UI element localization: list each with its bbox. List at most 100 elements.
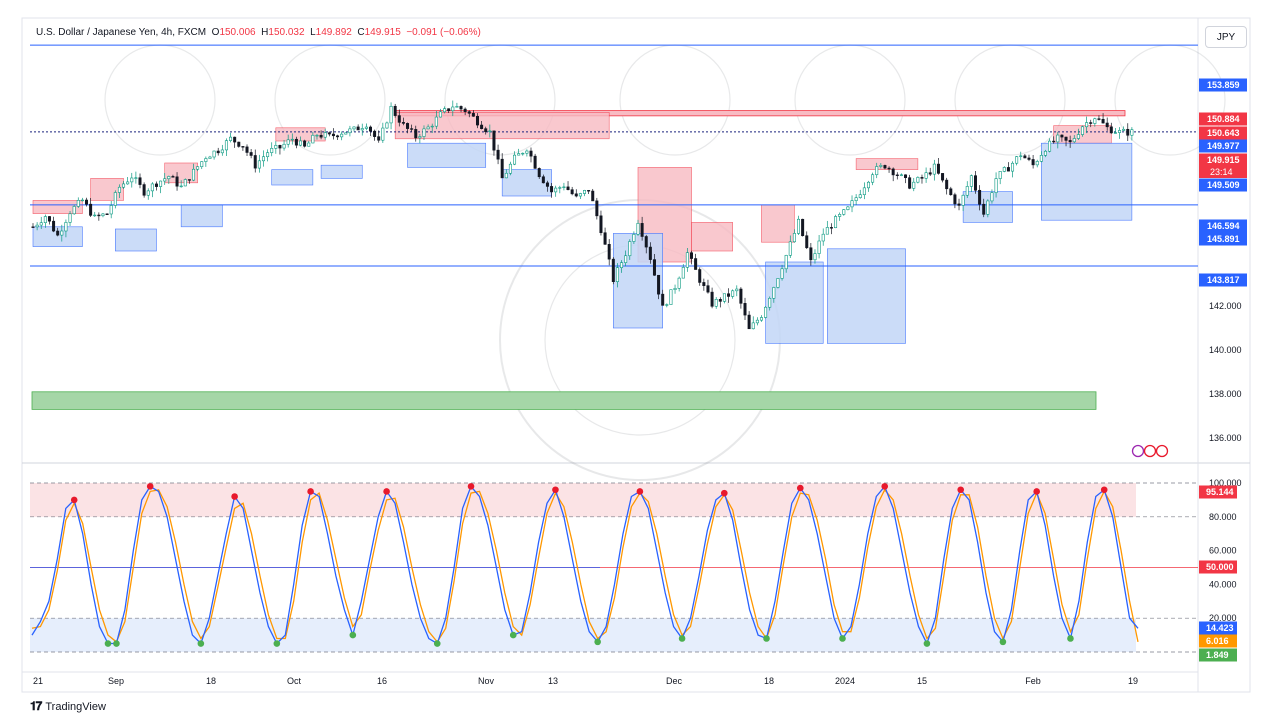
candle-body bbox=[1118, 130, 1122, 133]
candle-body bbox=[274, 144, 278, 149]
time-axis-label: 19 bbox=[1128, 676, 1138, 686]
candle-body bbox=[607, 244, 611, 260]
candle-body bbox=[710, 291, 714, 307]
price-badge-label: 153.859 bbox=[1207, 80, 1240, 90]
candle-body bbox=[611, 258, 615, 282]
candle-body bbox=[447, 108, 451, 112]
candle-body bbox=[842, 209, 846, 215]
overbought-marker bbox=[307, 488, 314, 495]
price-badge-label: 146.594 bbox=[1207, 221, 1240, 231]
candle-body bbox=[220, 149, 224, 154]
candle-body bbox=[475, 115, 479, 126]
candle-body bbox=[928, 172, 932, 175]
candle-body bbox=[743, 303, 747, 316]
candle-body bbox=[644, 236, 648, 248]
candle-body bbox=[397, 115, 401, 123]
candle-body bbox=[200, 161, 204, 168]
candle-body bbox=[879, 165, 883, 167]
candle-body bbox=[517, 153, 521, 156]
candle-body bbox=[562, 186, 566, 188]
candle-body bbox=[949, 188, 953, 196]
time-axis-label: 15 bbox=[917, 676, 927, 686]
candle-body bbox=[1039, 155, 1043, 162]
demand-box bbox=[320, 164, 363, 179]
overbought-marker bbox=[796, 484, 804, 492]
candle-body bbox=[838, 214, 842, 217]
oscillator-badge bbox=[1199, 485, 1237, 499]
demand-box bbox=[32, 226, 83, 247]
symbol-legend: U.S. Dollar / Japanese Yen, 4h, FXCM O15… bbox=[36, 27, 481, 38]
overbought-marker bbox=[70, 496, 78, 504]
candle-body bbox=[233, 136, 237, 143]
candle-body bbox=[229, 136, 233, 141]
candle-body bbox=[315, 134, 319, 137]
candle-body bbox=[142, 184, 146, 196]
candle-body bbox=[615, 267, 619, 282]
candle-body bbox=[768, 297, 772, 308]
candle-body bbox=[451, 106, 455, 112]
demand-box bbox=[613, 233, 663, 329]
candle-body bbox=[31, 226, 35, 228]
price-tick-label: 138.000 bbox=[1209, 389, 1242, 399]
candle-body bbox=[587, 190, 591, 192]
oscillator-tick-label: 60.000 bbox=[1209, 546, 1237, 556]
oscillator-tick-label: 100.000 bbox=[1209, 478, 1242, 488]
low-value: 149.892 bbox=[315, 27, 352, 38]
candle-body bbox=[381, 127, 385, 141]
candle-body bbox=[1076, 134, 1080, 139]
candle-body bbox=[846, 206, 850, 210]
candle-body bbox=[805, 235, 809, 249]
candle-body bbox=[550, 186, 554, 193]
open-value: 150.006 bbox=[219, 27, 256, 38]
time-axis-label: Oct bbox=[287, 676, 302, 686]
candle-body bbox=[595, 200, 599, 217]
candle-body bbox=[146, 190, 150, 196]
candle-body bbox=[336, 135, 340, 138]
close-label: C bbox=[357, 27, 365, 38]
candle-body bbox=[957, 203, 961, 206]
time-axis-label: 13 bbox=[548, 676, 558, 686]
price-badge bbox=[1199, 139, 1247, 153]
candle-body bbox=[192, 168, 196, 181]
candle-body bbox=[525, 150, 529, 154]
candle-body bbox=[513, 154, 517, 165]
candle-body bbox=[237, 141, 241, 147]
candle-body bbox=[978, 189, 982, 205]
candle-body bbox=[986, 200, 990, 215]
time-axis-label: Dec bbox=[666, 676, 683, 686]
candle-body bbox=[1085, 122, 1089, 128]
currency-button[interactable]: JPY bbox=[1205, 26, 1247, 48]
candle-body bbox=[1031, 159, 1035, 166]
tradingview-icon: 𝟏𝟕 bbox=[30, 699, 42, 713]
candle-body bbox=[636, 223, 640, 235]
candle-body bbox=[854, 197, 858, 201]
candle-body bbox=[747, 314, 751, 330]
symbol-title: U.S. Dollar / Japanese Yen, 4h, FXCM bbox=[36, 27, 207, 38]
candle-body bbox=[599, 215, 603, 234]
candle-body bbox=[1093, 118, 1097, 124]
candle-body bbox=[677, 277, 681, 289]
candle-body bbox=[825, 227, 829, 235]
candle-body bbox=[1015, 156, 1019, 164]
oscillator-badge bbox=[1199, 634, 1237, 648]
oversold-marker bbox=[273, 640, 281, 647]
candle-body bbox=[1109, 126, 1113, 134]
oscillator-badge-label: 1.849 bbox=[1206, 650, 1229, 660]
oscillator-badge bbox=[1199, 560, 1237, 574]
candle-body bbox=[788, 241, 792, 256]
candle-body bbox=[1130, 129, 1134, 136]
indicator-flag-icon bbox=[1143, 444, 1157, 458]
candle-body bbox=[175, 176, 179, 187]
oversold-marker bbox=[594, 638, 601, 646]
countdown-badge bbox=[1199, 166, 1247, 178]
price-badge bbox=[1199, 112, 1247, 126]
candle-body bbox=[1097, 118, 1101, 120]
candle-body bbox=[109, 205, 113, 215]
high-label: H bbox=[261, 27, 269, 38]
candle-body bbox=[1101, 118, 1105, 124]
candle-body bbox=[936, 163, 940, 174]
tradingview-logo[interactable]: 𝟏𝟕 TradingView bbox=[30, 699, 106, 714]
candle-body bbox=[866, 181, 870, 189]
